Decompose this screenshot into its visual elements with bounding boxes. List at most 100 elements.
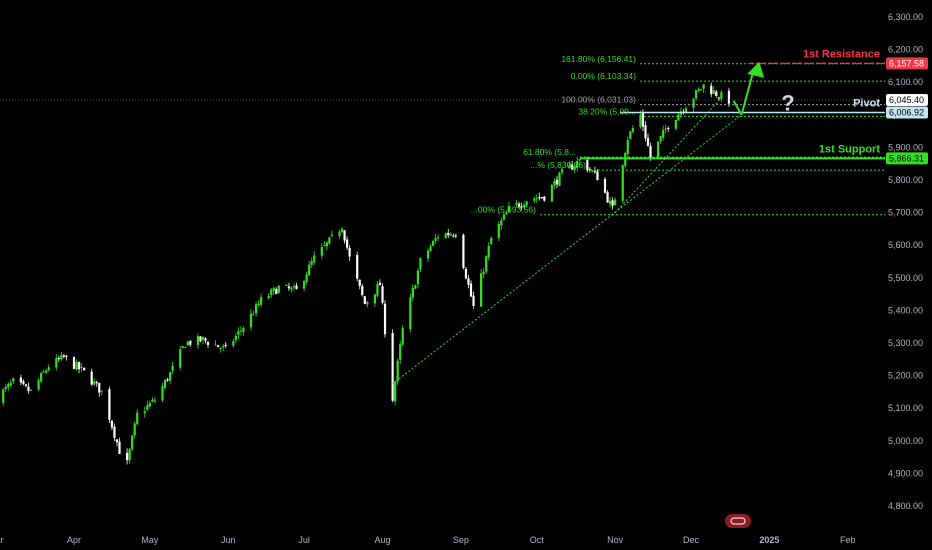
candle-body: [487, 245, 490, 258]
projection-arrow-shaft: [740, 67, 756, 116]
fib-level-label: ...00% (5,693.56): [471, 205, 536, 215]
candle-body: [646, 137, 650, 146]
candle-body: [328, 237, 331, 244]
candle-body: [308, 264, 311, 276]
candle-body: [434, 238, 437, 241]
candle-body: [338, 231, 341, 237]
candle-body: [467, 278, 470, 285]
candle-body: [7, 383, 10, 388]
candle-body: [515, 202, 518, 205]
candle-body: [239, 330, 242, 332]
candle-body: [525, 201, 528, 206]
candle-body: [674, 119, 677, 129]
candle-body: [343, 230, 346, 241]
candle-body: [345, 239, 349, 248]
candle-body: [694, 90, 698, 99]
candle-body: [168, 372, 172, 381]
candle-body: [429, 246, 432, 252]
candle-body: [394, 381, 397, 402]
candle-body: [254, 304, 258, 314]
candle-body: [578, 159, 581, 161]
candle-body: [19, 377, 22, 383]
candle-body: [234, 335, 237, 341]
candle-body: [437, 237, 440, 239]
candle-body: [626, 139, 629, 154]
price-tick-label: 5,200.00: [888, 371, 923, 381]
candle-body: [232, 341, 235, 346]
candle-body: [553, 180, 556, 186]
candle-body: [576, 161, 579, 168]
candle-body: [148, 402, 151, 407]
candle-body: [222, 345, 225, 348]
resistance-price-tag-label: 6,157.58: [889, 58, 924, 68]
replay-badge[interactable]: [725, 514, 751, 528]
candle-body: [133, 423, 136, 436]
candle-body: [199, 336, 202, 342]
candle-body: [272, 287, 275, 291]
candle-body: [568, 164, 571, 169]
candle-body: [305, 274, 308, 282]
candle-body: [644, 125, 647, 139]
time-tick-label: Aug: [374, 535, 390, 545]
candle-body: [206, 342, 210, 345]
candle-body: [697, 89, 700, 92]
candle-body: [110, 420, 114, 428]
candle-body: [72, 357, 76, 369]
candle-body: [166, 379, 169, 381]
trendline: [614, 94, 725, 213]
candle-body: [717, 97, 720, 99]
candle-body: [27, 386, 30, 392]
candle-body: [414, 285, 417, 289]
candle-body: [588, 168, 591, 171]
price-tick-label: 4,900.00: [888, 468, 923, 478]
candle-body: [543, 196, 546, 201]
price-tick-label: 5,800.00: [888, 175, 923, 185]
candle-body: [444, 233, 447, 239]
candle-body: [126, 452, 129, 461]
candle-body: [108, 389, 111, 420]
candle-body: [57, 357, 60, 360]
candle-body: [464, 268, 468, 279]
candle-body: [22, 381, 25, 384]
candle-body: [480, 273, 483, 307]
candle-body: [136, 412, 139, 424]
candle-body: [497, 223, 500, 238]
candle-body: [376, 284, 379, 296]
support-price-tag-label: 5,866.31: [889, 153, 924, 163]
candle-body: [325, 242, 328, 247]
candle-body: [2, 389, 5, 403]
candle-body: [186, 341, 189, 346]
candle-body: [90, 371, 93, 385]
candle-body: [664, 128, 667, 130]
candle-body: [649, 146, 652, 158]
candle-body: [260, 297, 263, 305]
candle-body: [662, 129, 665, 138]
time-tick-label: Oct: [530, 535, 545, 545]
time-tick-label: Mar: [0, 535, 3, 545]
candle-body: [12, 378, 15, 382]
candle-body: [462, 234, 465, 268]
support-price-tag: [886, 152, 928, 165]
time-tick-label: 2025: [759, 535, 779, 545]
price-tick-label: 6,300.00: [888, 12, 923, 22]
candle-body: [608, 200, 612, 204]
candle-body: [485, 256, 488, 272]
candle-body: [98, 382, 101, 393]
fib-level-label: 38.20% (5,99...: [578, 106, 636, 116]
candle-body: [275, 289, 278, 294]
candle-body: [401, 328, 404, 345]
candle-body: [710, 85, 713, 95]
candle-body: [611, 200, 614, 206]
candle-body: [381, 286, 384, 303]
time-tick-label: Dec: [683, 535, 700, 545]
candle-body: [533, 198, 536, 201]
candle-body: [257, 304, 260, 306]
candle-body: [614, 199, 617, 206]
candle-body: [75, 362, 78, 370]
candle-body: [358, 279, 361, 286]
candle-body: [40, 373, 43, 382]
candle-body: [320, 246, 323, 256]
candle-body: [591, 170, 594, 172]
candle-body: [313, 255, 316, 263]
